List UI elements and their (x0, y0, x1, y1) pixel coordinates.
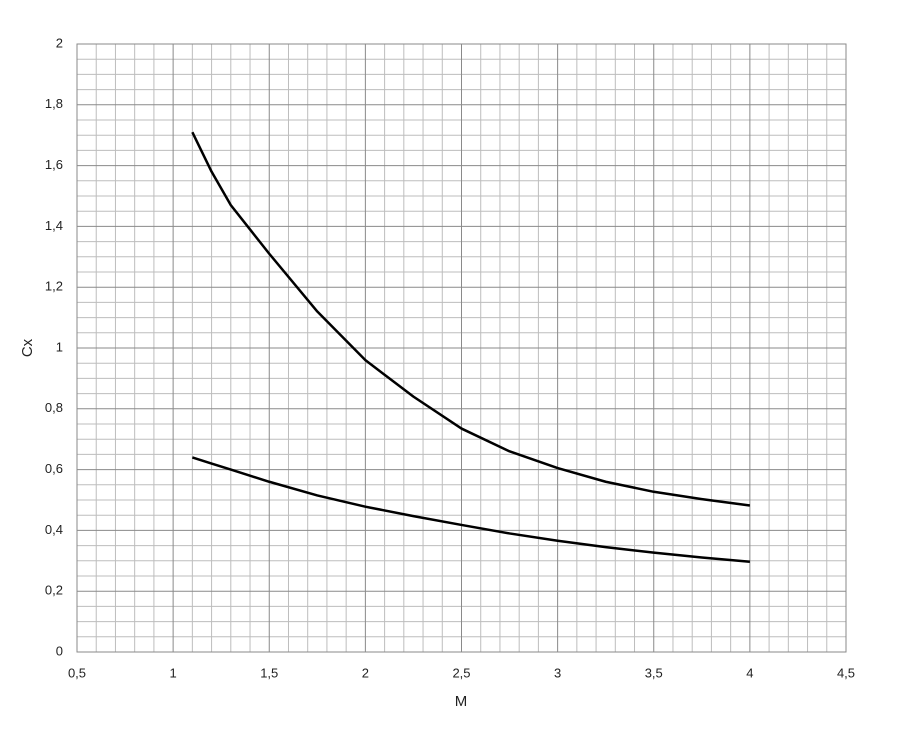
x-tick-label: 4 (746, 665, 753, 680)
x-tick-label: 2 (362, 665, 369, 680)
x-tick-label: 1 (170, 665, 177, 680)
x-axis-label: M (455, 693, 468, 710)
y-tick-label: 0,8 (45, 400, 63, 415)
x-tick-label: 2,5 (452, 665, 470, 680)
y-tick-label: 0 (56, 643, 63, 658)
y-tick-label: 1,2 (45, 279, 63, 294)
y-tick-label: 1 (56, 339, 63, 354)
y-tick-label: 0,2 (45, 583, 63, 598)
y-axis-label: Cx (19, 338, 36, 357)
x-tick-label: 4,5 (837, 665, 855, 680)
x-tick-label: 0,5 (68, 665, 86, 680)
y-tick-label: 0,4 (45, 522, 63, 537)
y-tick-label: 1,4 (45, 218, 63, 233)
line (191, 456, 750, 563)
y-tick-label: 1,8 (45, 96, 63, 111)
x-tick-label: 3 (554, 665, 561, 680)
plot-border (76, 43, 847, 653)
x-tick-label: 3,5 (645, 665, 663, 680)
y-tick-label: 2 (56, 35, 63, 50)
y-tick-label: 1,6 (45, 157, 63, 172)
line (191, 131, 751, 507)
y-tick-label: 0,6 (45, 461, 63, 476)
x-tick-label: 1,5 (260, 665, 278, 680)
